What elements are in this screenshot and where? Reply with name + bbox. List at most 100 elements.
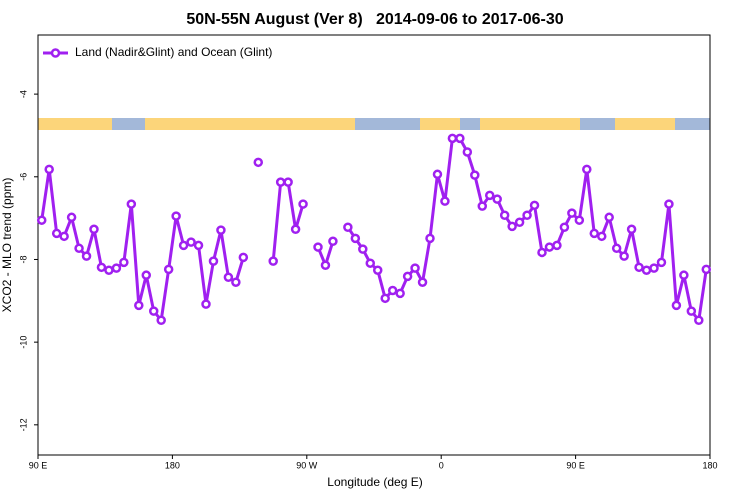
point <box>320 260 331 271</box>
x-tick-label: 0 <box>439 460 444 470</box>
point <box>238 252 249 263</box>
point <box>455 133 465 144</box>
land-band <box>38 118 112 130</box>
point <box>74 243 84 254</box>
point <box>440 196 450 206</box>
y-axis-label: XCO2 - MLO trend (ppm) <box>0 178 14 313</box>
point <box>634 262 644 273</box>
point <box>417 277 428 287</box>
point <box>268 256 278 266</box>
point <box>462 147 473 157</box>
point <box>387 285 398 296</box>
point <box>499 210 510 220</box>
point <box>664 199 674 209</box>
point <box>119 257 129 268</box>
y-tick-label: -8 <box>18 255 28 263</box>
point <box>582 164 592 175</box>
point <box>275 177 286 187</box>
point <box>81 251 92 261</box>
point <box>626 224 637 235</box>
point <box>522 210 532 220</box>
point <box>134 300 144 311</box>
plot-frame <box>37 34 711 456</box>
point <box>290 224 301 235</box>
point <box>66 212 77 223</box>
point <box>141 270 152 280</box>
point <box>402 271 413 282</box>
point <box>223 272 234 282</box>
point <box>701 264 712 275</box>
point <box>156 315 166 325</box>
point <box>343 222 353 232</box>
legend-marker <box>50 48 61 58</box>
point <box>283 177 293 187</box>
y-tick-label: -12 <box>18 418 28 431</box>
point <box>372 265 383 275</box>
point <box>514 217 525 228</box>
point <box>298 199 308 209</box>
point <box>51 228 62 239</box>
x-tick-label: 90 W <box>296 460 318 470</box>
legend-label: Land (Nadir&Glint) and Ocean (Glint) <box>75 45 272 59</box>
point <box>216 225 226 235</box>
point <box>537 247 547 258</box>
land-band <box>615 118 675 130</box>
y-tick-label: -10 <box>18 336 28 349</box>
point <box>178 240 189 251</box>
point <box>111 263 122 273</box>
point <box>328 236 338 247</box>
point <box>171 211 181 221</box>
point <box>656 257 667 268</box>
point <box>36 215 47 225</box>
point <box>619 251 629 261</box>
point <box>529 200 540 211</box>
point <box>126 199 137 209</box>
point <box>559 222 570 232</box>
x-tick-label: 180 <box>702 460 717 470</box>
land-band <box>145 118 355 130</box>
point <box>365 258 376 268</box>
point <box>694 315 704 325</box>
point <box>186 237 196 247</box>
point <box>208 256 219 266</box>
point <box>484 190 495 201</box>
point <box>44 164 54 175</box>
land-band <box>480 118 580 130</box>
point <box>507 221 517 232</box>
point <box>671 300 682 311</box>
x-tick-label: 90 E <box>29 460 48 470</box>
point <box>544 242 555 252</box>
point <box>649 263 659 273</box>
series-line <box>40 136 708 324</box>
y-tick-label: -6 <box>18 173 28 181</box>
point <box>611 243 622 254</box>
point <box>679 270 689 280</box>
land-ocean-strip <box>38 118 710 130</box>
point <box>358 244 368 254</box>
point <box>492 194 502 204</box>
point <box>552 240 562 251</box>
point <box>641 265 652 275</box>
point <box>567 208 577 218</box>
point <box>193 240 204 251</box>
x-tick-label: 180 <box>165 460 180 470</box>
point <box>231 277 241 287</box>
chart-title: 50N-55N August (Ver 8) 2014-09-06 to 201… <box>186 11 563 28</box>
ocean-band <box>38 118 710 130</box>
point <box>686 306 697 316</box>
point <box>477 201 488 211</box>
point <box>163 264 174 275</box>
point <box>574 215 585 225</box>
point <box>596 231 607 242</box>
y-tick-label: -4 <box>18 90 28 98</box>
point <box>253 157 264 168</box>
point <box>104 265 114 275</box>
point <box>201 299 211 309</box>
point <box>410 263 420 273</box>
point <box>313 242 323 252</box>
point <box>96 262 107 273</box>
point <box>447 133 458 144</box>
point <box>89 224 99 235</box>
point <box>425 233 435 244</box>
